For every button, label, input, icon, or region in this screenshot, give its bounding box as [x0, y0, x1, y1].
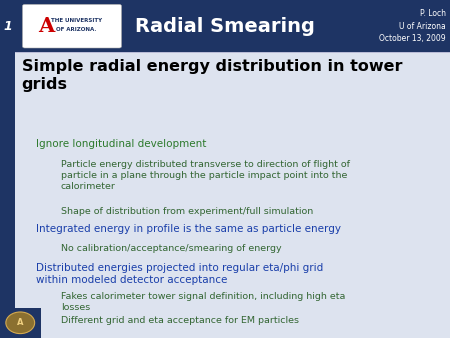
- Text: Distributed energies projected into regular eta/phi grid
within modeled detector: Distributed energies projected into regu…: [36, 263, 323, 285]
- FancyBboxPatch shape: [22, 4, 122, 48]
- Bar: [0, 52, 15, 338]
- Text: Shape of distribution from experiment/full simulation: Shape of distribution from experiment/fu…: [61, 207, 313, 216]
- Circle shape: [6, 312, 35, 334]
- Text: Fakes calorimeter tower signal definition, including high eta
losses: Fakes calorimeter tower signal definitio…: [61, 292, 345, 312]
- Text: A: A: [38, 16, 54, 36]
- Text: A: A: [17, 318, 23, 327]
- Text: Ignore longitudinal development: Ignore longitudinal development: [36, 139, 207, 149]
- Text: OF ARIZONA.: OF ARIZONA.: [56, 27, 97, 32]
- Bar: [0, 308, 40, 338]
- Bar: [0, 0, 450, 52]
- Text: No calibration/acceptance/smearing of energy: No calibration/acceptance/smearing of en…: [61, 244, 281, 253]
- Text: 1: 1: [4, 20, 13, 33]
- Text: THE UNIVERSITY: THE UNIVERSITY: [51, 18, 102, 23]
- Text: Simple radial energy distribution in tower
grids: Simple radial energy distribution in tow…: [22, 59, 402, 92]
- Text: Integrated energy in profile is the same as particle energy: Integrated energy in profile is the same…: [36, 224, 341, 235]
- Text: Particle energy distributed transverse to direction of flight of
particle in a p: Particle energy distributed transverse t…: [61, 160, 350, 191]
- Text: P. Loch
U of Arizona
October 13, 2009: P. Loch U of Arizona October 13, 2009: [379, 9, 446, 43]
- Text: Different grid and eta acceptance for EM particles: Different grid and eta acceptance for EM…: [61, 316, 299, 325]
- Text: Radial Smearing: Radial Smearing: [135, 17, 315, 36]
